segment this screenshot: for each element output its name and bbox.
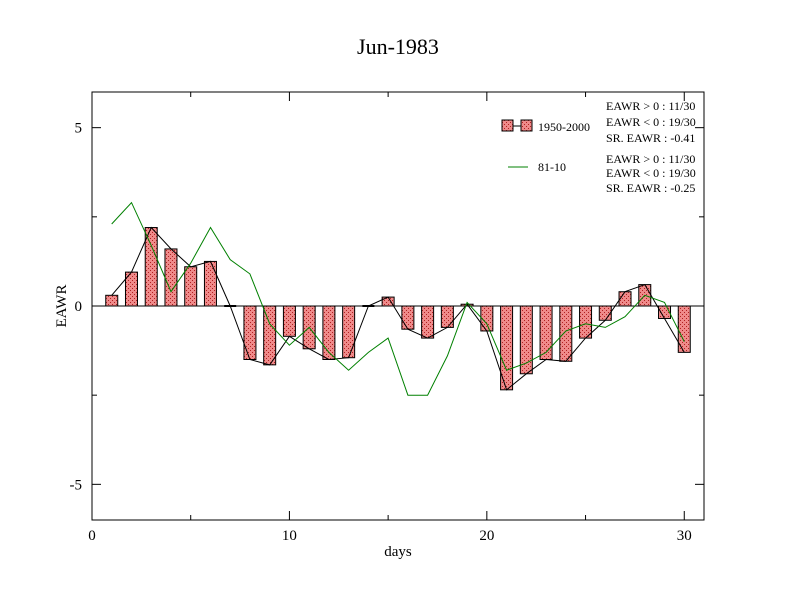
- legend-label-1950-2000: 1950-2000: [538, 120, 590, 134]
- y-tick-label: 5: [75, 121, 83, 137]
- legend-swatch-bar: [520, 119, 533, 132]
- bar: [164, 248, 178, 307]
- line-series-81-10: [111, 201, 685, 396]
- legend-swatch-bar: [501, 119, 514, 132]
- bar: [421, 305, 435, 339]
- bar: [144, 227, 158, 307]
- legend: 1950-2000 EAWR > 0 : 11/30 EAWR < 0 : 19…: [501, 99, 696, 195]
- bar: [105, 294, 119, 307]
- bar: [539, 305, 553, 360]
- y-axis-label: EAWR: [54, 285, 70, 328]
- legend-entry-1950-2000: 1950-2000 EAWR > 0 : 11/30 EAWR < 0 : 19…: [501, 99, 696, 145]
- legend-stat: EAWR > 0 : 11/30: [606, 99, 695, 113]
- legend-label-81-10: 81-10: [538, 160, 566, 174]
- x-axis: 0 10 20 30: [88, 92, 692, 544]
- bar: [401, 305, 415, 330]
- bar: [263, 305, 277, 366]
- bar: [579, 305, 593, 339]
- x-tick-label: 20: [479, 528, 494, 544]
- bar: [618, 291, 632, 307]
- bar: [282, 305, 296, 337]
- legend-stat: SR. EAWR : -0.25: [606, 181, 695, 195]
- bar: [243, 305, 257, 360]
- y-tick-label: 0: [75, 299, 83, 315]
- bar: [342, 305, 356, 359]
- bar: [203, 260, 217, 307]
- bar: [598, 305, 612, 321]
- legend-stat: EAWR < 0 : 19/30: [606, 115, 696, 129]
- bar-series-connector-line: [111, 226, 685, 391]
- bar: [559, 305, 573, 362]
- x-axis-label: days: [384, 544, 412, 560]
- legend-stat: EAWR < 0 : 19/30: [606, 166, 696, 180]
- x-tick-label: 0: [88, 528, 96, 544]
- legend-entry-81-10: 81-10 EAWR > 0 : 11/30 EAWR < 0 : 19/30 …: [508, 152, 696, 195]
- bar: [184, 266, 198, 307]
- legend-stat: SR. EAWR : -0.41: [606, 131, 695, 145]
- x-tick-label: 10: [282, 528, 297, 544]
- bar: [440, 305, 454, 328]
- legend-stat: EAWR > 0 : 11/30: [606, 152, 695, 166]
- bar: [480, 305, 494, 332]
- bar: [322, 305, 336, 360]
- x-tick-label: 30: [677, 528, 692, 544]
- y-tick-label: -5: [70, 477, 83, 493]
- chart-title: Jun-1983: [357, 34, 439, 59]
